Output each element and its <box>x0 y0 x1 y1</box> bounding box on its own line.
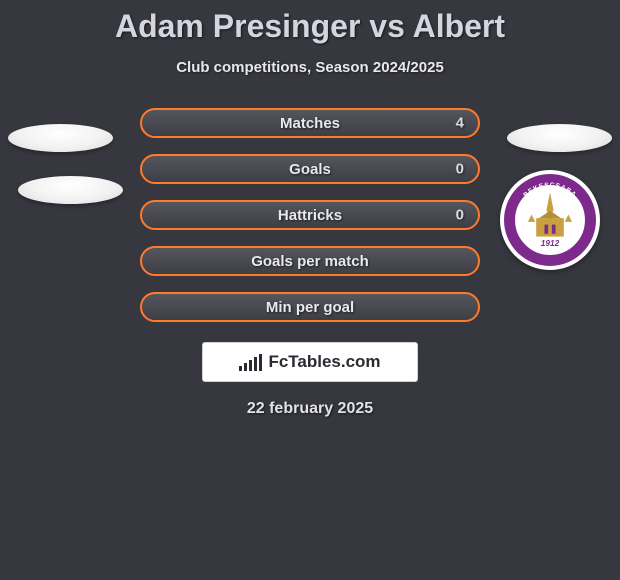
player-left-placeholder-2 <box>18 176 123 204</box>
fctables-logo-text: FcTables.com <box>268 352 380 372</box>
stat-row-hattricks: Hattricks 0 <box>140 200 480 230</box>
page-title: Adam Presinger vs Albert <box>0 0 620 45</box>
player-left-placeholder-1 <box>8 124 113 152</box>
stat-label-goals: Goals <box>289 161 331 178</box>
stat-label-matches: Matches <box>280 115 340 132</box>
stat-label-goals-per-match: Goals per match <box>251 253 369 270</box>
svg-text:1912: 1912 <box>541 239 560 248</box>
subtitle: Club competitions, Season 2024/2025 <box>0 59 620 76</box>
stat-value-hattricks: 0 <box>456 207 464 224</box>
stat-value-matches: 4 <box>456 115 464 132</box>
club-badge-svg: BEKESCSABA 1912 ELORE SE 1912 <box>504 174 596 266</box>
stat-row-goals-per-match: Goals per match <box>140 246 480 276</box>
stat-row-matches: Matches 4 <box>140 108 480 138</box>
player-right-placeholder-1 <box>507 124 612 152</box>
fctables-bars-icon <box>239 353 262 371</box>
stat-label-min-per-goal: Min per goal <box>266 299 354 316</box>
fctables-logo[interactable]: FcTables.com <box>202 342 418 382</box>
stat-label-hattricks: Hattricks <box>278 207 342 224</box>
date-text: 22 february 2025 <box>0 400 620 418</box>
stat-value-goals: 0 <box>456 161 464 178</box>
club-badge: BEKESCSABA 1912 ELORE SE 1912 <box>500 170 600 270</box>
stat-row-goals: Goals 0 <box>140 154 480 184</box>
stat-row-min-per-goal: Min per goal <box>140 292 480 322</box>
